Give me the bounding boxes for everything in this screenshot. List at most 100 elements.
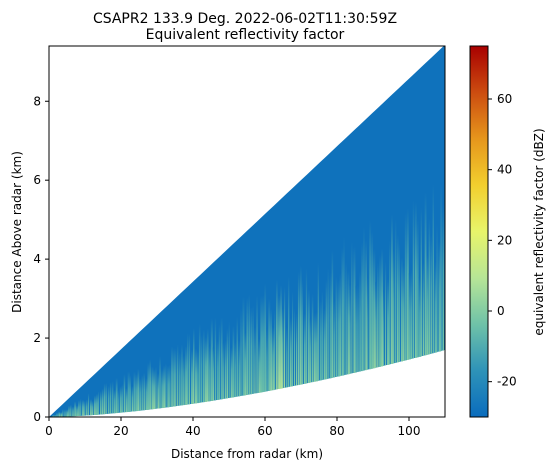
reflectivity-ray — [329, 272, 332, 379]
reflectivity-ray — [375, 282, 377, 368]
reflectivity-ray — [167, 365, 170, 408]
x-tick-label: 80 — [329, 424, 344, 438]
reflectivity-ray — [252, 305, 254, 394]
x-tick-label: 60 — [257, 424, 272, 438]
colorbar-gradient — [469, 45, 489, 418]
reflectivity-ray — [82, 399, 84, 416]
reflectivity-ray — [119, 386, 122, 413]
reflectivity-ray — [345, 262, 347, 375]
reflectivity-ray — [62, 409, 64, 417]
reflectivity-ray — [424, 192, 427, 356]
reflectivity-ray — [113, 389, 116, 414]
reflectivity-ray — [236, 317, 238, 397]
reflectivity-ray — [181, 344, 183, 406]
colorbar-label: equivalent reflectivity factor (dBZ) — [532, 128, 546, 335]
reflectivity-ray — [341, 247, 344, 376]
y-tick-label: 0 — [33, 410, 41, 424]
reflectivity-ray — [97, 391, 99, 415]
reflectivity-ray — [337, 280, 340, 377]
reflectivity-ray — [137, 368, 140, 411]
reflectivity-ray — [242, 296, 245, 396]
reflectivity-ray — [343, 236, 345, 376]
reflectivity-ray — [189, 333, 191, 405]
x-axis: 0 20 40 60 80 100 — [45, 417, 420, 438]
reflectivity-ray — [117, 389, 119, 413]
reflectivity-ray — [95, 393, 98, 415]
reflectivity-ray — [373, 248, 376, 369]
reflectivity-ray — [161, 368, 164, 409]
reflectivity-ray — [56, 412, 58, 417]
reflectivity-ray — [244, 332, 247, 396]
reflectivity-ray — [268, 298, 271, 391]
reflectivity-ray — [94, 395, 96, 415]
reflectivity-ray — [438, 241, 441, 352]
reflectivity-ray — [387, 279, 390, 365]
reflectivity-ray — [198, 323, 201, 403]
reflectivity-ray — [246, 297, 249, 395]
reflectivity-ray — [78, 400, 80, 416]
reflectivity-ray — [406, 208, 409, 360]
reflectivity-ray — [335, 276, 338, 378]
reflectivity-ray — [54, 414, 57, 417]
reflectivity-ray — [371, 230, 374, 369]
reflectivity-ray — [196, 350, 199, 404]
reflectivity-ray — [90, 399, 92, 416]
reflectivity-ray — [284, 286, 286, 388]
reflectivity-ray — [347, 270, 350, 375]
reflectivity-ray — [369, 220, 372, 370]
reflectivity-ray — [383, 290, 385, 366]
reflectivity-ray — [377, 262, 379, 368]
reflectivity-ray — [254, 326, 256, 394]
x-tick-label: 40 — [185, 424, 200, 438]
reflectivity-ray — [101, 388, 104, 415]
reflectivity-ray — [385, 261, 387, 366]
reflectivity-ray — [66, 409, 69, 417]
reflectivity-ray — [141, 375, 143, 411]
reflectivity-ray — [210, 318, 213, 401]
reflectivity-ray — [436, 223, 438, 353]
reflectivity-ray — [228, 321, 230, 399]
reflectivity-ray — [80, 398, 82, 416]
chart-title-line1: CSAPR2 133.9 Deg. 2022-06-02T11:30:59Z — [93, 11, 397, 27]
reflectivity-ray — [323, 308, 326, 380]
reflectivity-ray — [278, 295, 281, 390]
reflectivity-ray — [307, 289, 310, 384]
reflectivity-ray — [272, 326, 275, 391]
reflectivity-ray — [70, 404, 72, 417]
reflectivity-ray — [194, 348, 198, 404]
reflectivity-ray — [214, 317, 217, 401]
reflectivity-ray — [292, 291, 294, 387]
reflectivity-ray — [193, 328, 195, 404]
reflectivity-ray — [361, 242, 364, 372]
reflectivity-ray — [299, 265, 302, 385]
reflectivity-ray — [155, 366, 157, 409]
reflectivity-ray — [266, 328, 268, 392]
reflectivity-ray — [392, 250, 395, 364]
reflectivity-ray — [99, 390, 102, 415]
reflectivity-ray — [274, 310, 276, 390]
reflectivity-ray — [151, 366, 154, 410]
colorbar-tick-label: 0 — [497, 304, 505, 318]
reflectivity-ray — [305, 268, 308, 384]
reflectivity-ray — [159, 356, 161, 409]
reflectivity-ray — [381, 248, 384, 367]
reflectivity-ray — [319, 300, 322, 381]
reflectivity-ray — [422, 262, 425, 356]
reflectivity-ray — [121, 384, 123, 413]
reflectivity-ray — [185, 346, 188, 405]
reflectivity-ray — [183, 355, 185, 406]
reflectivity-ray — [430, 235, 432, 354]
colorbar-tick-label: 20 — [497, 233, 512, 247]
reflectivity-ray — [402, 264, 405, 361]
y-axis-label: Distance Above radar (km) — [10, 151, 24, 313]
reflectivity-ray — [191, 349, 194, 404]
reflectivity-ray — [218, 324, 220, 400]
reflectivity-ray — [258, 338, 261, 393]
reflectivity-ray — [230, 347, 233, 398]
reflectivity-ray — [317, 262, 319, 381]
reflectivity-ray — [349, 284, 351, 374]
reflectivity-ray — [135, 374, 138, 412]
reflectivity-ray — [309, 318, 312, 383]
reflectivity-ray — [262, 295, 265, 393]
reflectivity-ray — [238, 340, 241, 397]
